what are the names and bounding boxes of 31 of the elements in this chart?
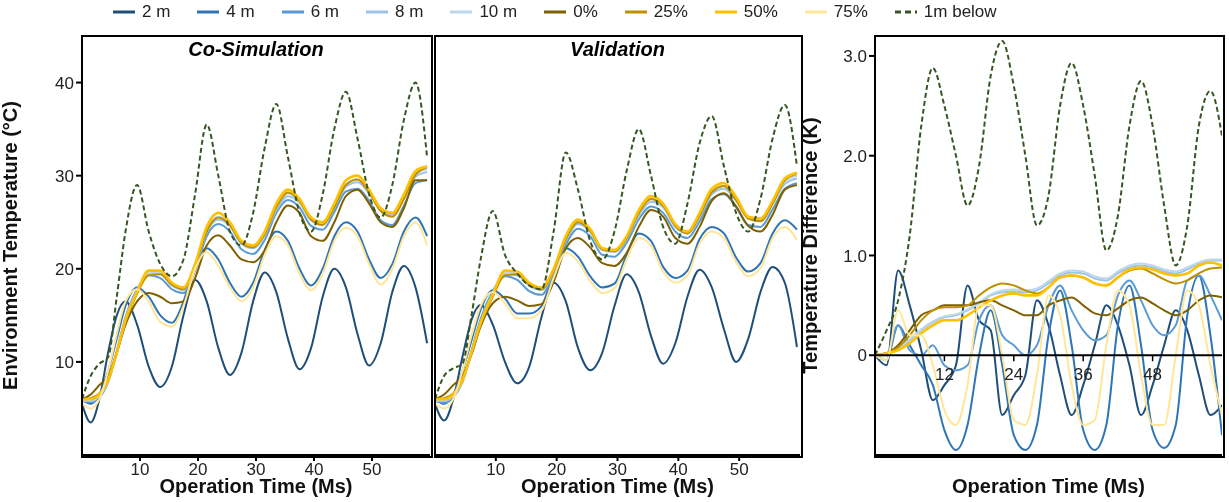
y-tick-label: 10 [55,352,74,372]
y-axis-title: Temperature Difference (K) [799,117,822,374]
y-tick-label: 0 [857,346,867,366]
y-tick-label: 30 [55,166,74,186]
x-tick-label: 50 [362,460,382,480]
x-axis-title: Operation Time (Ms) [952,475,1145,497]
legend-label: 50% [743,2,778,22]
legend-label: 1m below [923,2,997,22]
x-tick-label: 24 [1004,365,1024,385]
legend-label: 6 m [310,2,340,22]
y-axis-title: Environment Temperature (°C) [0,101,22,390]
x-tick-label: 50 [729,460,749,480]
y-tick-label: 20 [55,259,74,279]
legend-label: 75% [833,2,868,22]
legend-label: 4 m [226,2,255,22]
legend-label: 25% [653,2,688,22]
y-tick-label: 2.0 [843,146,867,166]
x-tick-label: 10 [130,460,150,480]
legend-label: 0% [573,2,598,22]
legend-label: 8 m [395,2,424,22]
y-tick-label: 1.0 [843,246,867,266]
legend-label: 10 m [479,2,518,22]
x-tick-label: 10 [486,460,506,480]
x-tick-label: 12 [934,365,954,385]
y-tick-label: 40 [55,73,74,93]
chart-title: Co-Simulation [187,38,325,61]
line-series [82,81,429,401]
line-series [82,264,429,424]
chart-title: Validation [569,38,666,61]
y-tick-label: 3.0 [843,46,867,66]
legend-label: 2 m [142,2,171,22]
